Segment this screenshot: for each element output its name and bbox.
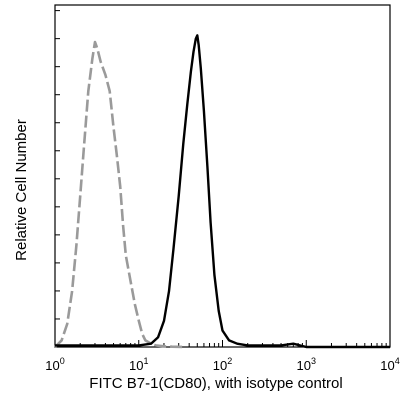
x-tick-label: 102	[213, 356, 232, 373]
x-tick-label: 101	[129, 356, 148, 373]
y-axis-ticks	[55, 10, 60, 320]
x-tick-label: 103	[297, 356, 316, 373]
plot-frame	[54, 4, 391, 348]
x-axis-label: FITC B7-1(CD80), with isotype control	[89, 375, 342, 392]
isotype-control-curve	[54, 40, 185, 349]
x-axis-ticks	[54, 340, 391, 347]
b7-1-cd80-curve	[55, 34, 390, 349]
x-tick-label: 100	[45, 356, 64, 373]
x-tick-labels: 100 101 102 103 104	[45, 356, 399, 373]
x-tick-label: 104	[380, 356, 399, 373]
series-layer	[54, 34, 390, 349]
y-axis-label: Relative Cell Number	[13, 119, 30, 261]
